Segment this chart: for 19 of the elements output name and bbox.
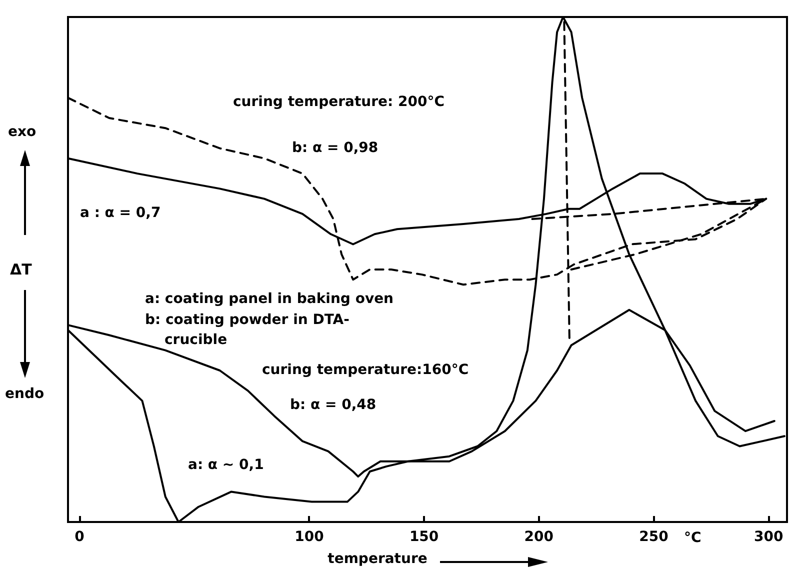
x-tick-label: 300	[754, 529, 784, 545]
text: endo	[5, 386, 44, 402]
y-axis-title: ΔT	[10, 260, 33, 278]
text: exo	[8, 124, 37, 140]
x-tick-label: 250	[639, 529, 669, 545]
x-tick-label: 200	[524, 529, 554, 545]
annotation: curing temperature:160°C	[262, 362, 469, 378]
x-tick-label: 0	[74, 529, 85, 545]
x-tick-label: 100	[294, 529, 324, 545]
annotation: a: coating panel in baking oven	[145, 291, 394, 307]
x-axis-title: temperature	[328, 551, 428, 567]
annotation: b: α = 0,98	[292, 140, 378, 156]
x-tick-label: 150	[409, 529, 439, 545]
annotation: b: α = 0,48	[290, 397, 376, 413]
text: °C	[684, 530, 702, 546]
annotation: a: α ~ 0,1	[188, 457, 264, 473]
annotation: a : α = 0,7	[80, 205, 161, 221]
annotation: b: coating powder in DTA- crucible	[145, 312, 350, 348]
annotation: curing temperature: 200°C	[233, 94, 445, 110]
